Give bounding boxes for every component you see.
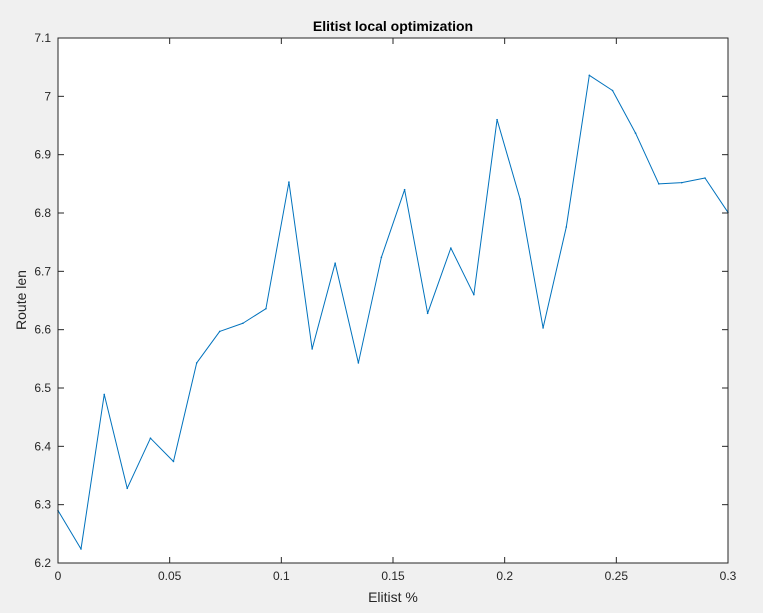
data-point	[149, 437, 152, 439]
data-point	[426, 312, 429, 315]
data-point	[704, 177, 706, 179]
x-tick-label: 0.25	[605, 569, 629, 583]
y-tick-label: 6.4	[34, 439, 51, 453]
data-point	[288, 181, 290, 183]
data-point	[380, 256, 383, 259]
data-point	[80, 548, 82, 550]
data-point	[657, 183, 660, 185]
data-point	[519, 198, 521, 200]
data-point	[311, 348, 313, 350]
plot-area	[58, 38, 728, 563]
data-point	[126, 487, 129, 490]
x-tick-label: 0.15	[381, 569, 405, 583]
y-tick-label: 6.6	[34, 323, 51, 337]
data-point	[634, 132, 637, 134]
x-tick-label: 0.1	[273, 569, 290, 583]
data-point	[218, 330, 221, 333]
x-tick-label: 0.3	[720, 569, 737, 583]
data-point	[473, 293, 475, 296]
data-point	[334, 262, 336, 264]
y-tick-label: 7.1	[34, 31, 51, 45]
x-tick-label: 0.2	[496, 569, 513, 583]
y-axis-label: Route len	[13, 270, 29, 330]
y-tick-label: 6.7	[34, 264, 51, 278]
data-point	[242, 322, 244, 325]
data-point	[450, 247, 452, 249]
x-tick-label: 0	[55, 569, 62, 583]
data-point	[357, 362, 360, 364]
x-tick-label: 0.05	[158, 569, 182, 583]
y-tick-label: 7	[44, 89, 51, 103]
y-tick-label: 6.5	[34, 381, 51, 395]
x-axis-label: Elitist %	[368, 589, 418, 605]
y-tick-label: 6.3	[34, 498, 51, 512]
data-point	[542, 327, 544, 329]
data-point	[588, 74, 591, 77]
y-tick-label: 6.2	[34, 556, 51, 570]
data-point	[265, 307, 267, 310]
labels-layer: 0 0.05 0.1 0.15 0.2 0.25 0.3 6.2 6.3 6.4 6.5 6.6 6.7…	[34, 31, 736, 583]
y-tick-label: 6.8	[34, 206, 51, 220]
data-point	[680, 181, 683, 184]
data-point	[172, 460, 175, 463]
data-point	[103, 393, 106, 396]
series-line	[57, 74, 729, 550]
data-point	[496, 118, 498, 121]
axes-box	[57, 37, 729, 564]
data-point	[403, 188, 406, 191]
data-point	[565, 226, 568, 228]
y-tick-label: 6.9	[34, 148, 51, 162]
data-point	[611, 89, 614, 92]
chart-title: Elitist local optimization	[313, 18, 473, 34]
data-point	[195, 362, 198, 364]
